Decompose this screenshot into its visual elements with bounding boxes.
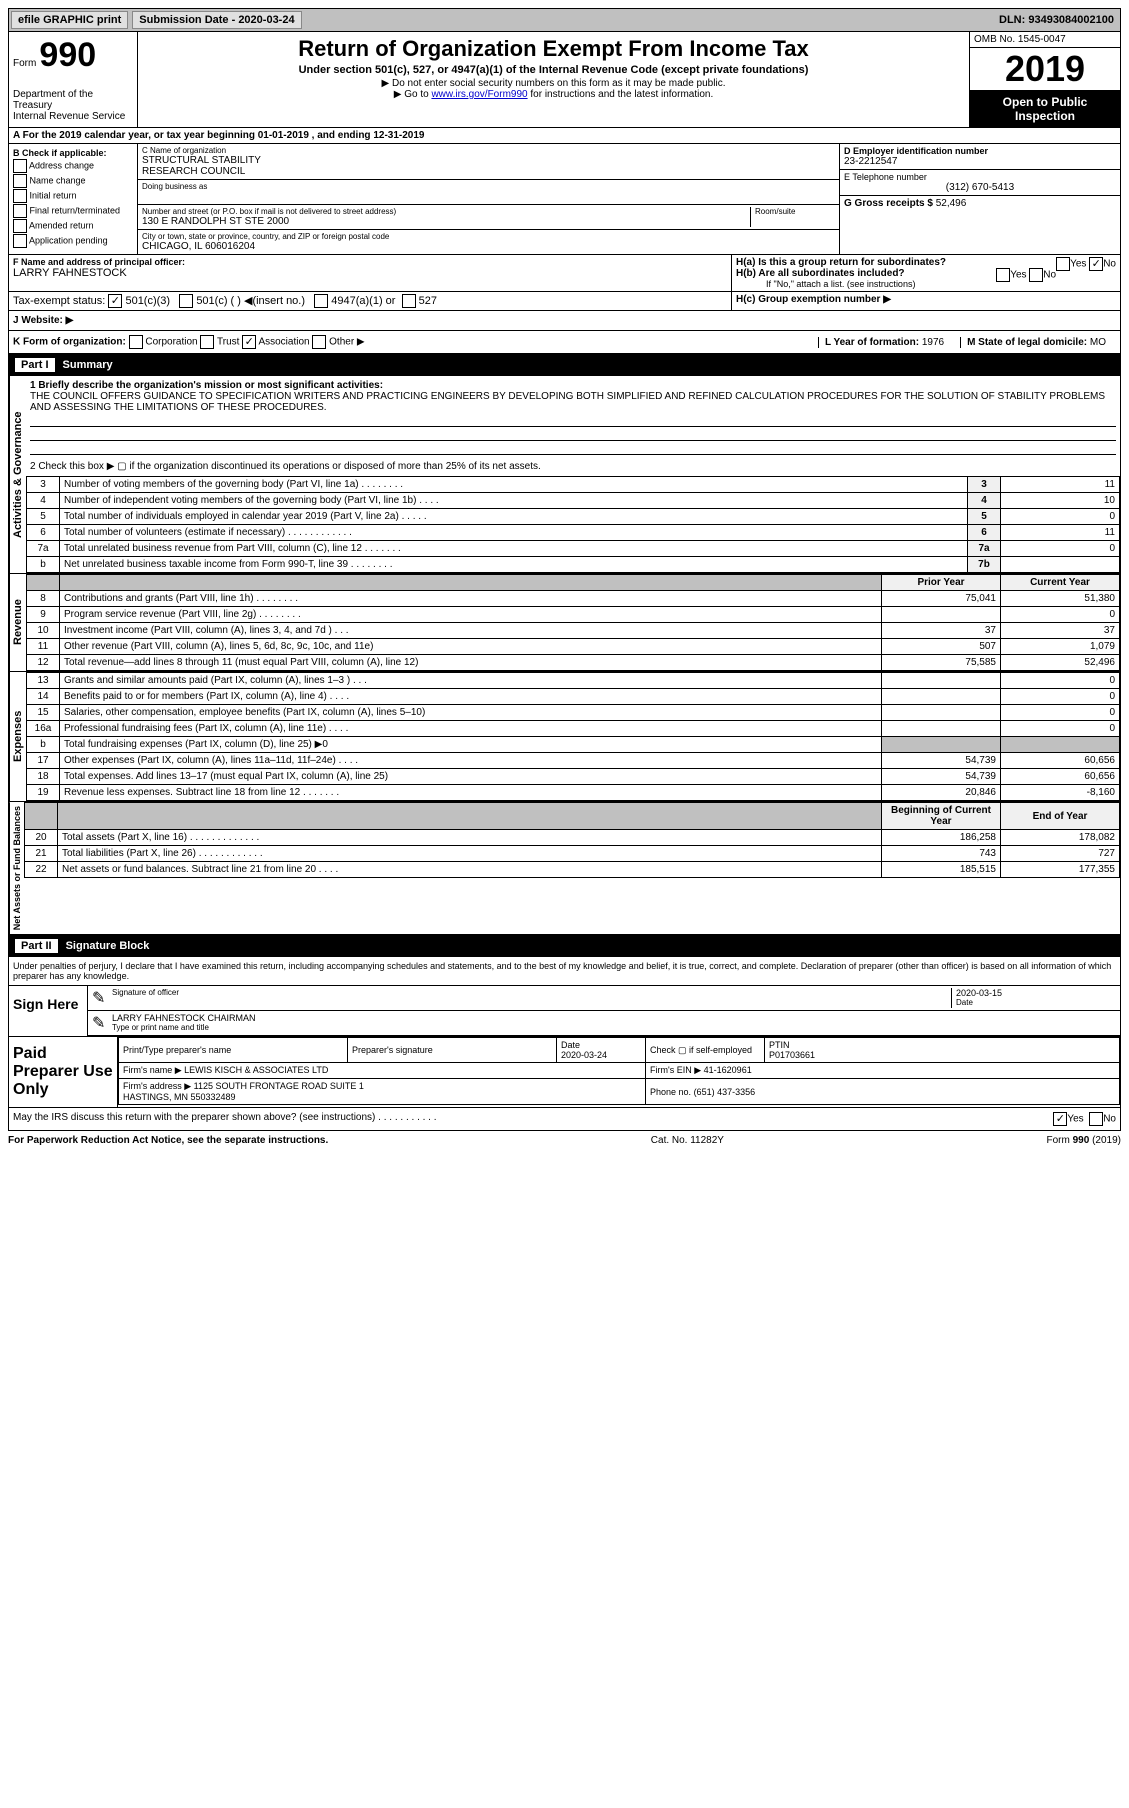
gross-row: G Gross receipts $ 52,496 <box>840 196 1120 211</box>
gov-table: 3Number of voting members of the governi… <box>26 476 1120 573</box>
info-grid: B Check if applicable: Address change Na… <box>8 144 1121 255</box>
col-c: C Name of organization STRUCTURAL STABIL… <box>138 144 839 254</box>
tax-exempt-status: Tax-exempt status: 501(c)(3) 501(c) ( ) … <box>9 292 732 310</box>
part-i-label: Part I <box>15 358 55 372</box>
net-table: Beginning of Current YearEnd of Year20To… <box>24 802 1120 878</box>
chk-other[interactable] <box>312 335 326 349</box>
omb-number: OMB No. 1545-0047 <box>970 32 1120 48</box>
col-d: D Employer identification number 23-2212… <box>839 144 1120 254</box>
discuss-no[interactable] <box>1089 1112 1103 1126</box>
city-row: City or town, state or province, country… <box>138 230 839 254</box>
declaration: Under penalties of perjury, I declare th… <box>8 957 1121 986</box>
principal-officer: F Name and address of principal officer:… <box>9 255 732 291</box>
tax-year: 2019 <box>970 48 1120 91</box>
pen-icon-2: ✎ <box>92 1013 112 1033</box>
dept-text: Department of the Treasury Internal Reve… <box>13 89 133 122</box>
footer: For Paperwork Reduction Act Notice, see … <box>8 1131 1121 1150</box>
efile-button[interactable]: efile GRAPHIC print <box>11 11 128 29</box>
preparer-content: Print/Type preparer's name Preparer's si… <box>118 1037 1120 1107</box>
part-i-title: Summary <box>63 359 113 371</box>
form-title: Return of Organization Exempt From Incom… <box>142 36 965 62</box>
top-bar: efile GRAPHIC print Submission Date - 20… <box>8 8 1121 32</box>
pen-icon: ✎ <box>92 988 112 1008</box>
net-section: Net Assets or Fund Balances Beginning of… <box>8 802 1121 935</box>
exp-table: 13Grants and similar amounts paid (Part … <box>26 672 1120 801</box>
group-return: H(a) Is this a group return for subordin… <box>732 255 1120 291</box>
chk-527[interactable] <box>402 294 416 308</box>
addr-row: Number and street (or P.O. box if mail i… <box>138 205 839 230</box>
chk-assoc[interactable] <box>242 335 256 349</box>
mission-block: 1 Briefly describe the organization's mi… <box>26 376 1120 476</box>
preparer-label: Paid Preparer Use Only <box>9 1037 118 1107</box>
chk-address[interactable]: Address change <box>13 159 133 173</box>
chk-501c[interactable] <box>179 294 193 308</box>
expenses-section: Expenses 13Grants and similar amounts pa… <box>8 672 1121 802</box>
net-label: Net Assets or Fund Balances <box>9 802 24 934</box>
exp-label: Expenses <box>9 672 26 801</box>
paperwork-notice: For Paperwork Reduction Act Notice, see … <box>8 1135 328 1146</box>
form-subtitle: Under section 501(c), 527, or 4947(a)(1)… <box>142 64 965 76</box>
chk-corp[interactable] <box>129 335 143 349</box>
rev-label: Revenue <box>9 574 26 671</box>
form-label: Form <box>13 58 36 69</box>
irs-link[interactable]: www.irs.gov/Form990 <box>431 89 527 100</box>
gov-label: Activities & Governance <box>9 376 26 573</box>
sign-here-block: Sign Here ✎ Signature of officer 2020-03… <box>8 986 1121 1037</box>
sign-here-label: Sign Here <box>9 986 88 1036</box>
part-i-header: Part I Summary <box>8 354 1121 376</box>
dba-row: Doing business as <box>138 180 839 205</box>
form-number: 990 <box>39 36 96 74</box>
chk-amended[interactable]: Amended return <box>13 219 133 233</box>
ein-row: D Employer identification number 23-2212… <box>840 144 1120 170</box>
part-ii-title: Signature Block <box>66 940 150 952</box>
col-b: B Check if applicable: Address change Na… <box>9 144 138 254</box>
k-org-row: K Form of organization: Corporation Trus… <box>8 331 1121 354</box>
inspection-label: Open to Public Inspection <box>970 91 1120 127</box>
cat-number: Cat. No. 11282Y <box>651 1135 724 1146</box>
rev-table: Prior YearCurrent Year8Contributions and… <box>26 574 1120 671</box>
part-ii-header: Part II Signature Block <box>8 935 1121 957</box>
discuss-row: May the IRS discuss this return with the… <box>8 1108 1121 1131</box>
discuss-yes[interactable] <box>1053 1112 1067 1126</box>
chk-501c3[interactable] <box>108 294 122 308</box>
activities-section: Activities & Governance 1 Briefly descri… <box>8 376 1121 574</box>
sig-content: ✎ Signature of officer 2020-03-15 Date ✎… <box>88 986 1120 1036</box>
form-ref: Form 990 (2019) <box>1047 1135 1121 1146</box>
phone-row: E Telephone number (312) 670-5413 <box>840 170 1120 196</box>
part-ii-label: Part II <box>15 939 58 953</box>
form-number-cell: Form 990 Department of the Treasury Inte… <box>9 32 138 127</box>
preparer-table: Print/Type preparer's name Preparer's si… <box>118 1037 1120 1105</box>
chk-trust[interactable] <box>200 335 214 349</box>
row-fh: F Name and address of principal officer:… <box>8 255 1121 292</box>
form-header: Form 990 Department of the Treasury Inte… <box>8 32 1121 128</box>
chk-pending[interactable]: Application pending <box>13 234 133 248</box>
chk-initial[interactable]: Initial return <box>13 189 133 203</box>
chk-4947[interactable] <box>314 294 328 308</box>
title-cell: Return of Organization Exempt From Incom… <box>138 32 969 127</box>
dln-text: DLN: 93493084002100 <box>999 14 1118 26</box>
submission-button[interactable]: Submission Date - 2020-03-24 <box>132 11 301 29</box>
col-b-header: B Check if applicable: <box>13 148 133 158</box>
row-tax-hc: Tax-exempt status: 501(c)(3) 501(c) ( ) … <box>8 292 1121 311</box>
chk-name[interactable]: Name change <box>13 174 133 188</box>
website-row: J Website: ▶ <box>8 311 1121 331</box>
period-row: A For the 2019 calendar year, or tax yea… <box>8 128 1121 144</box>
note2: ▶ Go to www.irs.gov/Form990 for instruct… <box>142 89 965 100</box>
revenue-section: Revenue Prior YearCurrent Year8Contribut… <box>8 574 1121 672</box>
org-name-row: C Name of organization STRUCTURAL STABIL… <box>138 144 839 180</box>
preparer-block: Paid Preparer Use Only Print/Type prepar… <box>8 1037 1121 1108</box>
chk-final[interactable]: Final return/terminated <box>13 204 133 218</box>
note1: ▶ Do not enter social security numbers o… <box>142 78 965 89</box>
right-cell: OMB No. 1545-0047 2019 Open to Public In… <box>969 32 1120 127</box>
group-exemption: H(c) Group exemption number ▶ <box>732 292 1120 310</box>
